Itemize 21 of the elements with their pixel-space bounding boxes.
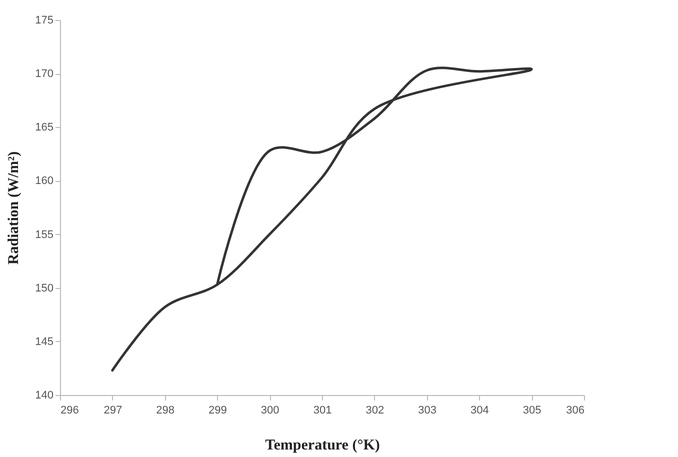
y-tick-label: 140	[35, 390, 54, 402]
x-tick-label: 297	[104, 404, 122, 416]
x-tick-label: 304	[470, 404, 489, 416]
x-tick-label: 301	[313, 404, 332, 416]
x-tick-label: 296	[60, 404, 79, 416]
x-tick-label: 299	[208, 404, 227, 416]
y-tick-label: 170	[35, 68, 54, 80]
x-tick-label: 298	[156, 404, 174, 416]
y-tick-label: 160	[35, 175, 54, 188]
y-tick-label: 175	[35, 14, 54, 26]
x-tick-label: 305	[522, 404, 542, 416]
x-tick-label: 303	[418, 404, 436, 416]
x-tick-label: 302	[366, 404, 384, 416]
x-tick-label: 300	[260, 404, 280, 416]
x-tick-label: 306	[566, 404, 584, 416]
y-axis-title: Radiation (W/m²)	[6, 151, 22, 265]
y-tick-label: 165	[35, 122, 54, 134]
y-tick-label: 145	[35, 336, 54, 348]
y-tick-label: 155	[35, 228, 54, 241]
y-tick-label: 150	[35, 282, 54, 294]
x-axis-title: Temperature (°K)	[265, 438, 380, 454]
